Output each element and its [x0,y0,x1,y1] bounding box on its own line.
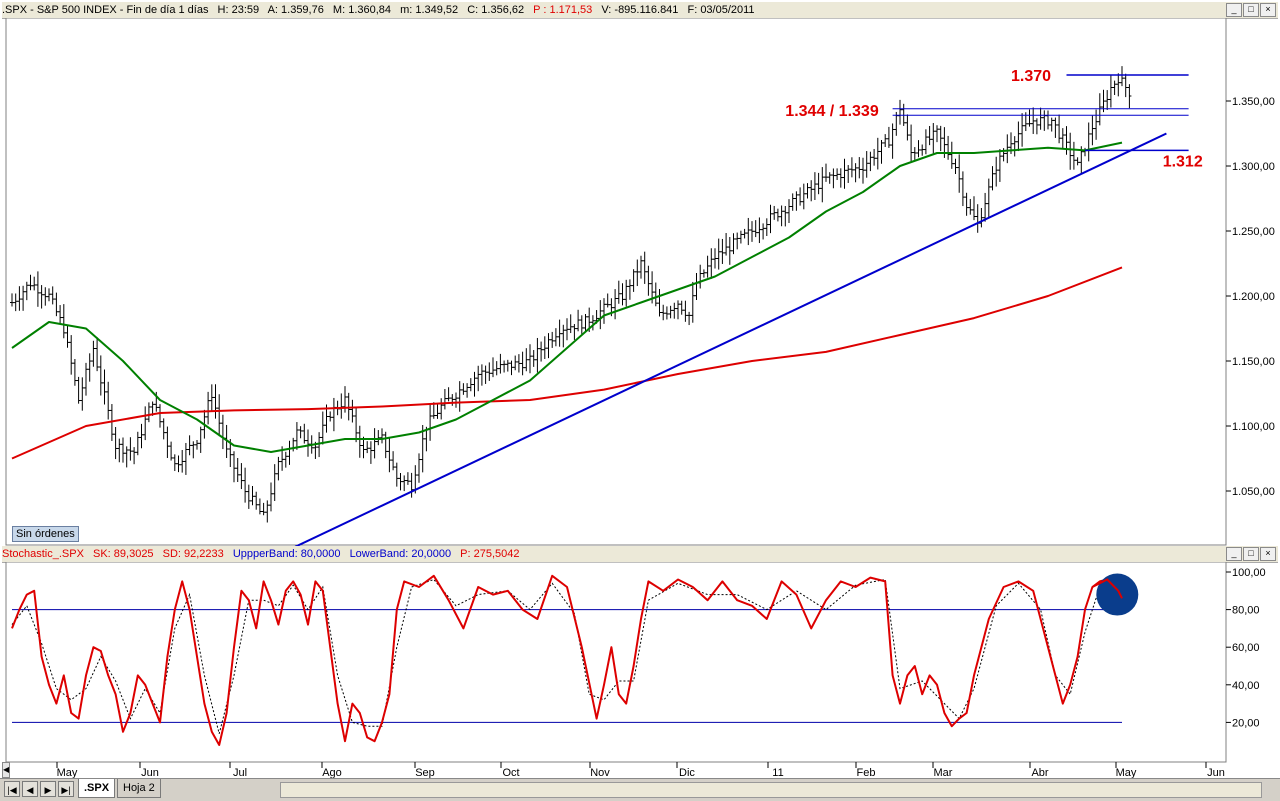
annotation-1312: 1.312 [1163,153,1203,170]
horizontal-scrollbar[interactable] [280,782,1262,798]
y-tick-label: 1.350,00 [1232,96,1275,108]
maximize-button[interactable]: □ [1243,3,1259,17]
stoch-sd: SD: 92,2233 [162,548,224,560]
hour-label: H: 23:59 [217,4,260,16]
stoch-y-tick-label: 20,00 [1232,717,1260,729]
highlight-circle [1096,573,1139,616]
moving-average-green-line [11,141,1123,453]
price-plot-area [5,18,1227,546]
p-label: P : 1.171,53 [533,4,593,16]
x-tick-label: Ago [322,767,342,778]
x-tick-label: Oct [502,767,519,778]
x-tick-label: May [57,767,78,778]
stoch-close-button[interactable]: × [1260,547,1276,561]
stoch-upper: UppperBand: 80,0000 [232,548,341,560]
minimize-button[interactable]: _ [1226,3,1242,17]
scroll-left-arrow[interactable]: ◀ [2,762,10,778]
stoch-maximize-button[interactable]: □ [1243,547,1259,561]
volume-label: V: -895.116.841 [601,4,679,16]
stoch-sk-tail [1091,578,1123,599]
x-tick-label: Mar [934,767,953,778]
stoch-header: Stochastic_.SPX SK: 89,3025 SD: 92,2233 … [2,546,1278,563]
y-tick-label: 1.150,00 [1232,356,1275,368]
sin-ordenes-button[interactable]: Sin órdenes [12,526,79,542]
stochastic-chart: 20,00 40,00 60,00 80,00 100,00 May Jun Jul Ago Se… [5,562,1266,778]
x-tick-label: Nov [590,767,610,778]
first-sheet-button[interactable]: |◀ [4,781,20,797]
last-sheet-button[interactable]: ▶| [58,781,74,797]
stoch-y-tick-label: 40,00 [1232,680,1260,692]
x-tick-label: Sep [415,767,435,778]
y-tick-label: 1.200,00 [1232,291,1275,303]
prev-sheet-button[interactable]: ◀ [22,781,38,797]
stoch-plot-area [5,562,1227,763]
stoch-sk: SK: 89,3025 [93,548,154,560]
stoch-p: P: 275,5042 [460,548,520,560]
stoch-lower: LowerBand: 20,0000 [349,548,452,560]
stoch-window-buttons: _ □ × [1226,547,1276,561]
close-button[interactable]: × [1260,3,1276,17]
next-sheet-button[interactable]: ▶ [40,781,56,797]
y-tick-label: 1.250,00 [1232,226,1275,238]
x-tick-label: Jun [141,767,159,778]
open-label: A: 1.359,76 [267,4,324,16]
low-label: m: 1.349,52 [400,4,459,16]
price-header: .SPX - S&P 500 INDEX - Fin de día 1 días… [2,2,1278,19]
x-tick-label: Feb [857,767,876,778]
pane-window-buttons: _ □ × [1226,3,1276,17]
tab-spx[interactable]: .SPX [78,779,116,798]
tab-hoja-2[interactable]: Hoja 2 [117,779,161,798]
price-chart: 1.050,00 1.100,00 1.150,00 1.200,00 1.250,00… [5,18,1275,546]
x-tick-label: 11 [772,767,783,778]
moving-average-red-line [11,266,1123,460]
x-tick-label: Jun [1207,767,1225,778]
close-label: C: 1.356,62 [467,4,525,16]
x-tick-label: Dic [679,767,695,778]
y-tick-label: 1.300,00 [1232,161,1275,173]
stoch-y-tick-label: 80,00 [1232,605,1260,617]
stoch-y-tick-label: 60,00 [1232,642,1260,654]
symbol-label: .SPX - S&P 500 INDEX - Fin de día 1 días [2,4,209,16]
annotation-1370: 1.370 [1011,68,1051,85]
y-tick-label: 1.050,00 [1232,486,1275,498]
y-tick-label: 1.100,00 [1232,421,1275,433]
x-tick-label: May [1116,767,1137,778]
date-label: F: 03/05/2011 [687,4,755,16]
stoch-minimize-button[interactable]: _ [1226,547,1242,561]
stoch-name: Stochastic_.SPX [2,548,84,560]
x-tick-label: Abr [1031,767,1048,778]
stoch-y-tick-label: 100,00 [1232,567,1266,579]
support-trendline [294,132,1167,546]
stoch-sk-line [11,574,1123,746]
high-label: M: 1.360,84 [332,4,392,16]
x-tick-label: Jul [233,767,247,778]
sheet-tab-bar: |◀ ◀ ▶ ▶| .SPX Hoja 2 [0,778,1280,801]
annotation-1344-1339: 1.344 / 1.339 [785,103,879,120]
